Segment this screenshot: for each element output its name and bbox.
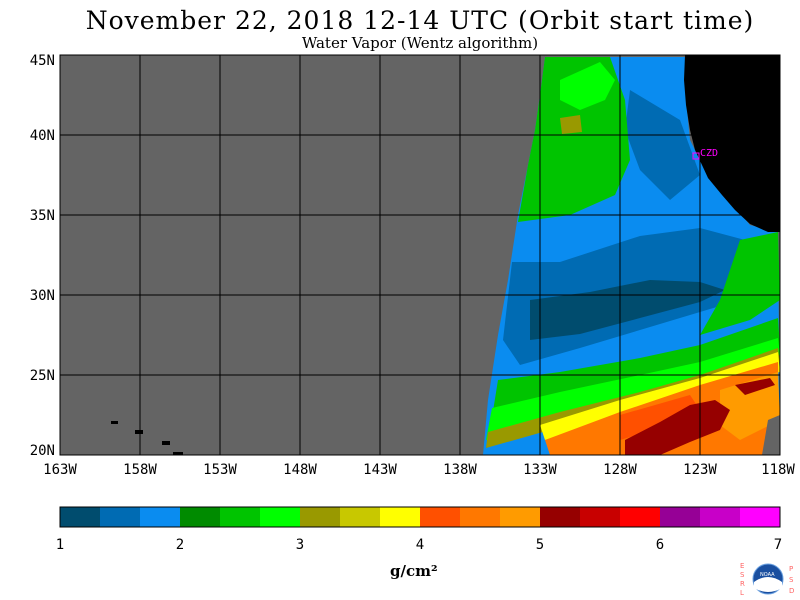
longitude-labels: 163W 158W 153W 148W 143W 138W 133W 128W … — [43, 462, 795, 478]
colorbar-tick-label: 4 — [416, 537, 424, 553]
logo-text-right-1: P — [789, 565, 793, 573]
swath-dark-red-east — [735, 378, 775, 395]
colorbar-tick-label: 7 — [774, 537, 782, 553]
swath-east-green — [700, 232, 780, 335]
colorbar-swatch — [580, 507, 621, 527]
page-subtitle: Water Vapor (Wentz algorithm) — [301, 34, 539, 52]
page-title: November 22, 2018 12-14 UTC (Orbit start… — [85, 6, 755, 35]
lat-label: 35N — [30, 208, 55, 224]
lat-label: 25N — [30, 368, 55, 384]
colorbar-swatch — [100, 507, 141, 527]
colorbar-swatch — [460, 507, 501, 527]
colorbar-swatch — [260, 507, 301, 527]
colorbar-tick-label: 1 — [56, 537, 64, 553]
colorbar-swatch — [340, 507, 381, 527]
lon-label: 158W — [123, 462, 157, 478]
lon-label: 128W — [603, 462, 637, 478]
lon-label: 153W — [203, 462, 237, 478]
colorbar-swatch — [540, 507, 581, 527]
lat-label: 45N — [30, 53, 55, 69]
noaa-esrl-psd-logo: E S R L NOAA P S D — [740, 562, 794, 597]
swath-red-orange — [620, 395, 700, 440]
logo-inner-text: NOAA — [760, 572, 775, 578]
map-border — [59, 54, 781, 456]
station-marker-czd: CZD — [692, 148, 718, 160]
island-kauai — [111, 421, 118, 424]
swath-light-orange — [720, 372, 780, 440]
north-america-land — [684, 55, 780, 232]
lon-label: 138W — [443, 462, 477, 478]
colorbar-ticks: 1 2 3 4 5 6 7 — [56, 537, 782, 553]
island-hawaii — [173, 452, 183, 455]
colorbar-swatch — [500, 507, 541, 527]
island-maui — [162, 441, 170, 445]
swath-no-data-east — [762, 415, 780, 455]
noaa-bird-icon — [754, 577, 782, 592]
colorbar-swatch — [620, 507, 661, 527]
lat-label: 30N — [30, 288, 55, 304]
swath-north-dark — [625, 90, 700, 200]
lon-label: 163W — [43, 462, 77, 478]
lon-label: 133W — [523, 462, 557, 478]
colorbar-units: g/cm² — [390, 562, 438, 580]
colorbar-swatches — [60, 507, 781, 527]
colorbar-swatch — [300, 507, 341, 527]
lon-label: 118W — [761, 462, 795, 478]
colorbar-swatch — [420, 507, 461, 527]
logo-text-left-4: L — [740, 589, 744, 597]
colorbar-swatch — [180, 507, 221, 527]
colorbar-swatch — [740, 507, 781, 527]
lat-label: 20N — [30, 443, 55, 459]
logo-text-left-3: R — [740, 580, 745, 588]
map-grid — [60, 55, 780, 455]
colorbar-border — [59, 506, 781, 528]
lon-label: 123W — [683, 462, 717, 478]
lon-label: 143W — [363, 462, 397, 478]
swath-north-olive — [560, 115, 582, 134]
latitude-labels: 45N 40N 35N 30N 25N 20N — [30, 53, 55, 459]
colorbar-tick-label: 5 — [536, 537, 544, 553]
colorbar-tick-label: 6 — [656, 537, 664, 553]
colorbar-swatch — [700, 507, 741, 527]
station-box-icon — [692, 152, 700, 160]
logo-text-right-3: D — [789, 587, 794, 595]
colorbar-tick-label: 3 — [296, 537, 304, 553]
island-oahu — [135, 430, 143, 434]
logo-text-left-2: S — [740, 571, 745, 579]
lat-label: 40N — [30, 128, 55, 144]
swath-north-lime — [560, 62, 615, 110]
logo-text-right-2: S — [789, 576, 794, 584]
colorbar-swatch — [220, 507, 261, 527]
colorbar-swatch — [660, 507, 701, 527]
logo-text-left-1: E — [740, 562, 744, 570]
colorbar-swatch — [380, 507, 421, 527]
colorbar-swatch — [140, 507, 181, 527]
swath-dark-red — [625, 400, 730, 455]
colorbar-tick-label: 2 — [176, 537, 184, 553]
station-label: CZD — [700, 148, 718, 159]
lon-label: 148W — [283, 462, 317, 478]
swath-south-yellow — [540, 352, 780, 440]
colorbar-swatch — [60, 507, 101, 527]
